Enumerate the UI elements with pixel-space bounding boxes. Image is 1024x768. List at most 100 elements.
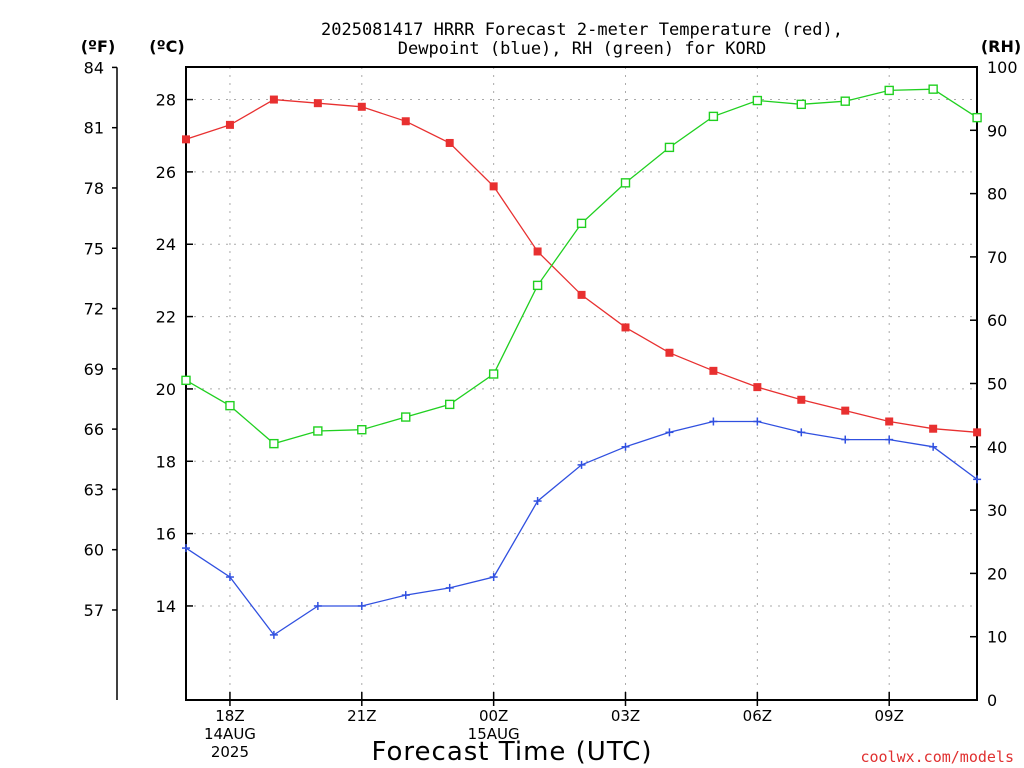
rh-point [972, 112, 982, 123]
rh-point [796, 99, 806, 110]
rh-point [445, 399, 455, 410]
x-tick-label: 14AUG [204, 725, 256, 743]
dewpoint-point [797, 428, 806, 437]
fahrenheit-tick-label: 75 [84, 239, 104, 258]
rh-point [532, 280, 543, 291]
temperature-point [577, 290, 586, 299]
dewpoint-point [621, 442, 630, 451]
rh-point [401, 412, 411, 422]
celsius-tick-label: 22 [156, 308, 176, 327]
dewpoint-point [665, 428, 674, 437]
rh-unit-label: (RH) [981, 37, 1021, 56]
fahrenheit-tick-label: 66 [84, 420, 104, 439]
rh-tick-label: 90 [987, 121, 1007, 140]
rh-tick-label: 50 [987, 375, 1007, 394]
x-tick-label: 15AUG [468, 725, 520, 743]
temperature-point [753, 383, 762, 392]
tick-labels: 57 60 63 66 69 72 75 78 81 84 14 16 18 20 22 24 26 28 0 10 2… [84, 58, 1018, 761]
rh-tick-label: 30 [987, 501, 1007, 520]
chart-title-line1: 2025081417 HRRR Forecast 2-meter Tempera… [321, 20, 843, 40]
temperature-point [225, 120, 234, 129]
rh-tick-label: 70 [987, 248, 1007, 267]
temperature-point [445, 138, 454, 147]
rh-point [225, 400, 235, 411]
dewpoint-point [533, 497, 542, 506]
temperature-point [973, 428, 982, 437]
celsius-tick-label: 28 [156, 91, 176, 110]
rh-point [840, 96, 850, 106]
axes [112, 66, 978, 706]
fahrenheit-unit-label: (ºF) [81, 37, 116, 56]
temperature-point [533, 247, 542, 256]
temperature-point [269, 95, 278, 104]
temperature-point [797, 395, 806, 404]
fahrenheit-tick-label: 81 [84, 119, 104, 138]
temperature-point [885, 417, 894, 426]
temperature-point [709, 366, 718, 375]
temperature-point [841, 406, 850, 415]
rh-tick-label: 100 [987, 58, 1018, 77]
dewpoint-point [313, 601, 322, 610]
x-tick-label: 03Z [611, 707, 640, 725]
dewpoint-point [709, 417, 718, 426]
credit-text: coolwx.com/models [860, 748, 1014, 766]
rh-point [576, 218, 587, 229]
rh-point [884, 85, 894, 96]
plot-frame [185, 66, 978, 701]
grid [186, 67, 977, 700]
dewpoint-point [753, 417, 762, 426]
dewpoint-point [577, 460, 586, 469]
rh-point [752, 95, 763, 106]
x-tick-label: 09Z [875, 707, 904, 725]
dewpoint-point [357, 601, 366, 610]
dewpoint-point [269, 630, 278, 639]
dewpoint-point [973, 475, 982, 484]
temperature-point [182, 135, 190, 144]
celsius-tick-label: 20 [156, 380, 176, 399]
rh-line [185, 88, 978, 445]
rh-point [488, 369, 499, 379]
dewpoint-point [929, 442, 938, 451]
fahrenheit-tick-label: 72 [84, 300, 104, 319]
rh-tick-label: 0 [987, 691, 997, 710]
dewpoint-line [185, 420, 978, 636]
celsius-tick-label: 26 [156, 163, 176, 182]
celsius-tick-label: 16 [156, 525, 176, 544]
celsius-unit-label: (ºC) [149, 37, 184, 56]
x-tick-label: 06Z [743, 707, 772, 725]
dewpoint-point [225, 573, 234, 582]
celsius-tick-label: 18 [156, 452, 176, 471]
temperature-line [185, 98, 978, 433]
fahrenheit-tick-label: 69 [84, 360, 104, 379]
series-group [181, 84, 982, 639]
rh-tick-label: 10 [987, 628, 1007, 647]
fahrenheit-tick-label: 78 [84, 179, 104, 198]
rh-point [620, 178, 631, 188]
dewpoint-point [885, 435, 894, 444]
dewpoint-point [182, 544, 190, 553]
rh-point [181, 375, 191, 386]
rh-point [664, 142, 675, 153]
rh-tick-label: 80 [987, 185, 1007, 204]
x-tick-label: 18Z [215, 707, 244, 725]
celsius-tick-label: 14 [156, 597, 176, 616]
x-tick-label: 21Z [347, 707, 376, 725]
temperature-point [929, 424, 938, 433]
celsius-tick-label: 24 [156, 235, 176, 254]
rh-tick-label: 40 [987, 438, 1007, 457]
rh-point [313, 426, 323, 436]
dewpoint-point [445, 583, 454, 592]
temperature-point [401, 117, 410, 126]
rh-point [708, 111, 719, 122]
temperature-point [357, 102, 366, 111]
temperature-point [313, 99, 322, 108]
x-tick-label: 00Z [479, 707, 508, 725]
dewpoint-point [489, 573, 498, 582]
fahrenheit-tick-label: 57 [84, 601, 104, 620]
dewpoint-point [401, 591, 410, 600]
x-axis-label: Forecast Time (UTC) [371, 737, 652, 767]
dewpoint-point [841, 435, 850, 444]
temperature-point [621, 323, 630, 332]
fahrenheit-tick-label: 63 [84, 480, 104, 499]
